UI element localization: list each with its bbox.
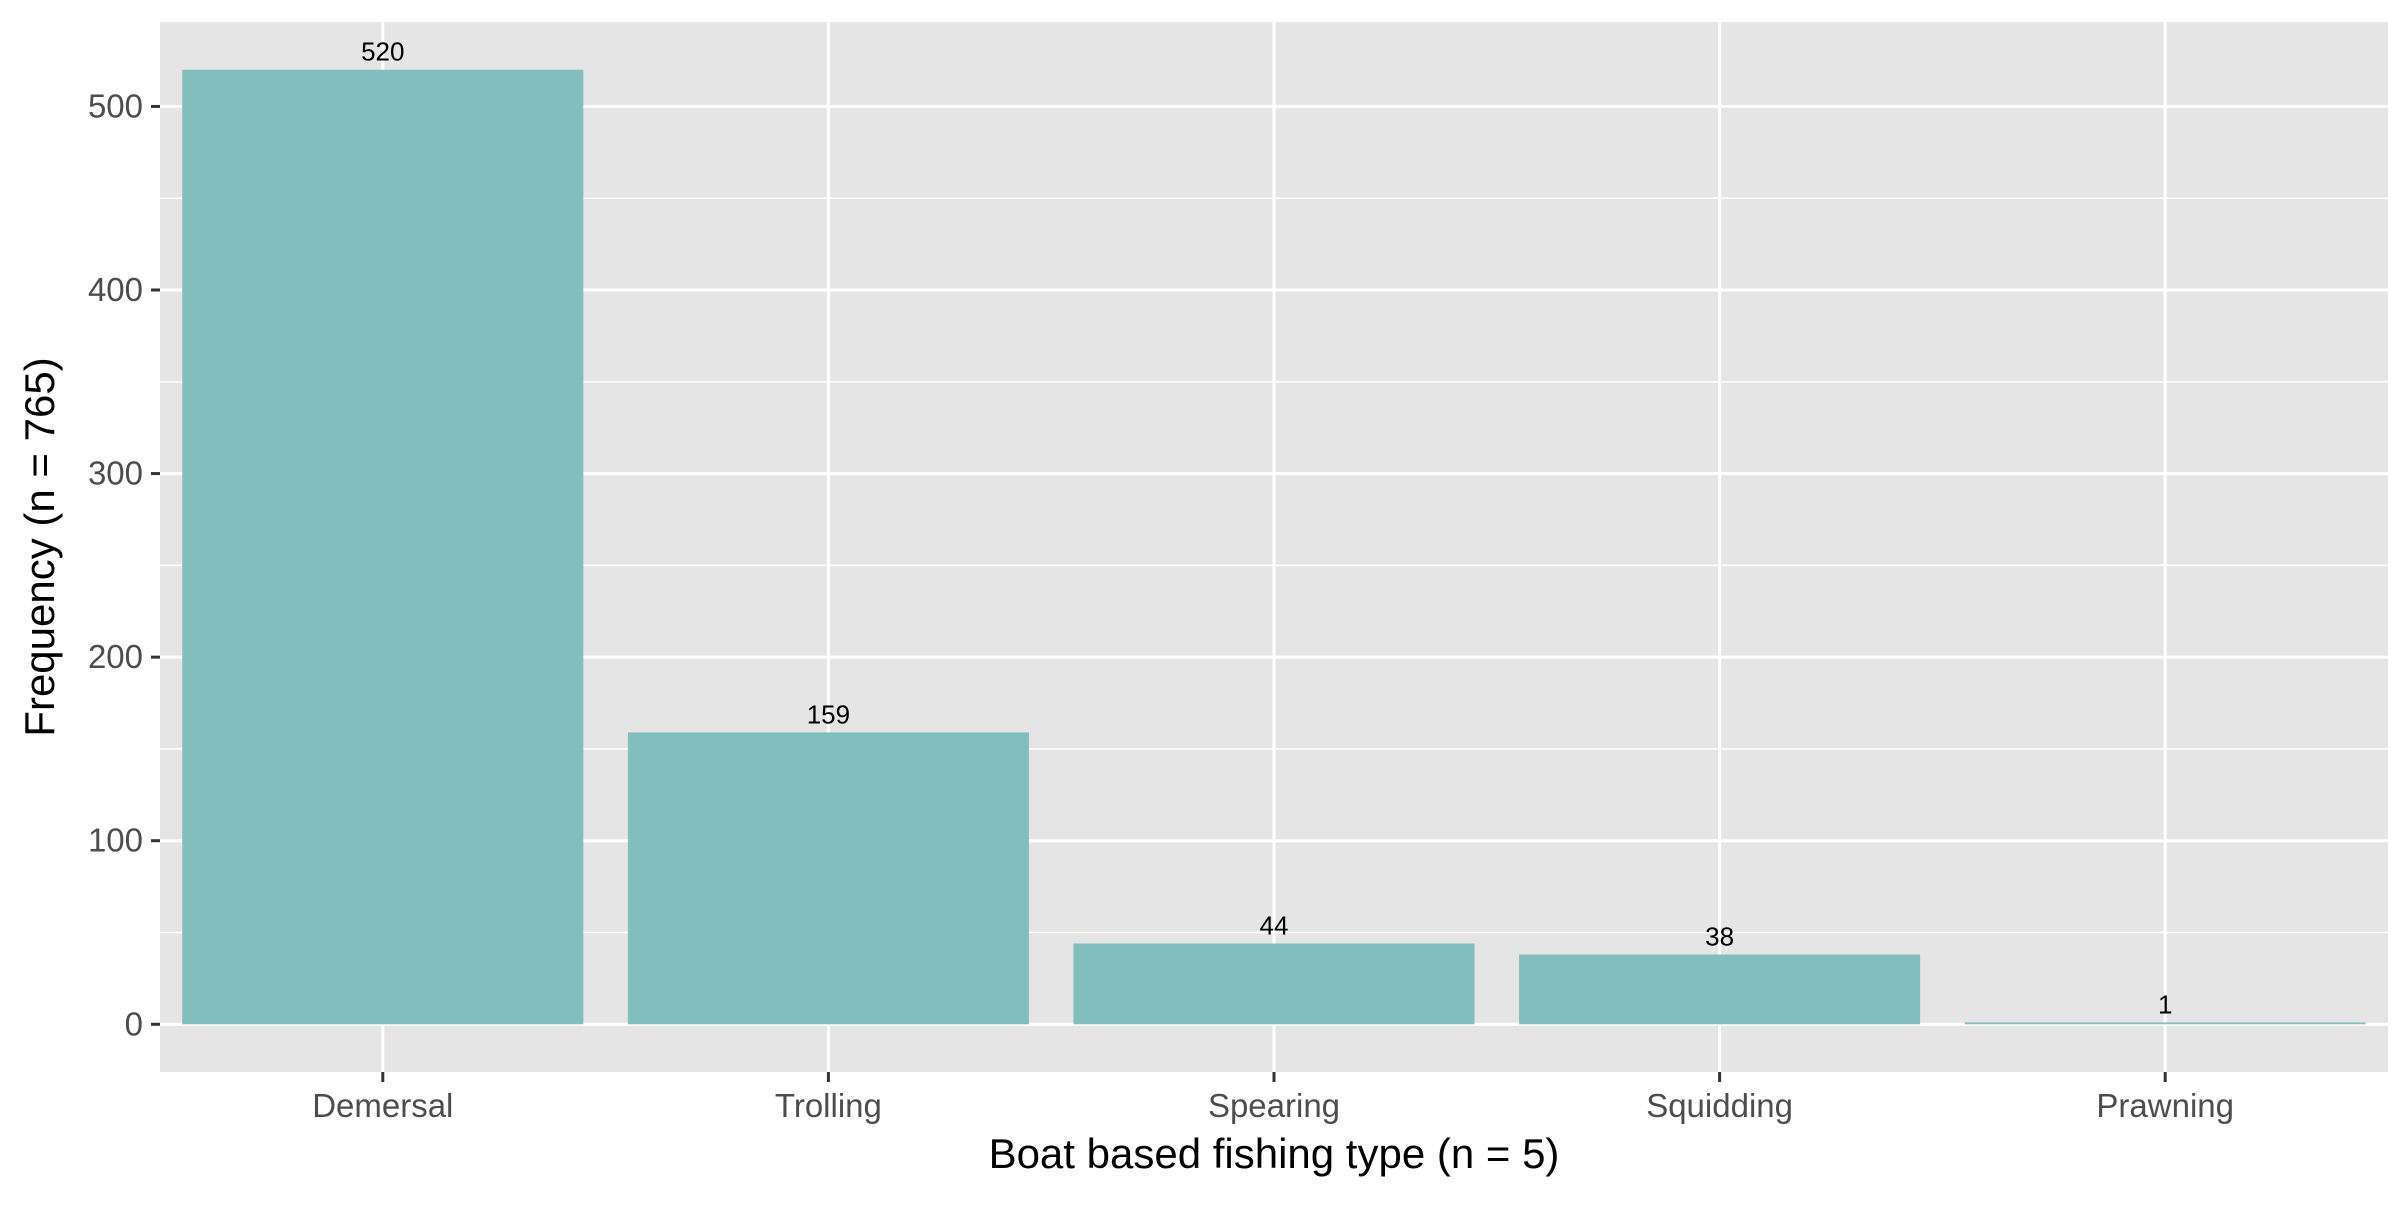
bar [1964, 1022, 2366, 1025]
x-tick-label: Prawning [2096, 1087, 2234, 1124]
data-label: 520 [361, 37, 404, 67]
data-label: 1 [2158, 989, 2172, 1019]
x-axis: Demersal Trolling Spearing Squidding Prawnin… [312, 1072, 2234, 1124]
bar [182, 69, 584, 1025]
y-axis-title: Frequency (n = 765) [16, 357, 63, 736]
data-label: 159 [807, 699, 850, 729]
y-axis: 0 100 200 300 400 500 [88, 87, 160, 1042]
y-tick-label: 0 [125, 1005, 143, 1042]
y-tick-label: 300 [88, 455, 143, 492]
x-tick-label: Demersal [312, 1087, 453, 1124]
bar [1073, 943, 1475, 1025]
y-tick-label: 200 [88, 638, 143, 675]
data-labels: 520 159 44 38 1 [361, 37, 2172, 1020]
data-label: 44 [1260, 911, 1289, 941]
data-label: 38 [1705, 922, 1734, 952]
x-tick-label: Squidding [1646, 1087, 1793, 1124]
bar [627, 732, 1029, 1025]
bars [182, 69, 2366, 1025]
bar [1519, 954, 1921, 1025]
y-tick-label: 500 [88, 87, 143, 124]
y-tick-label: 100 [88, 822, 143, 859]
x-tick-label: Spearing [1208, 1087, 1340, 1124]
x-tick-label: Trolling [775, 1087, 882, 1124]
x-axis-title: Boat based fishing type (n = 5) [989, 1130, 1560, 1177]
y-tick-label: 400 [88, 271, 143, 308]
